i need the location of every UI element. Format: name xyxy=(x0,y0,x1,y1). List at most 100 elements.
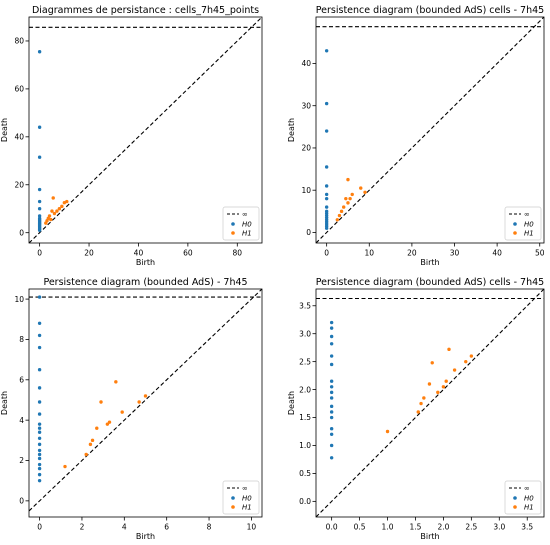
point-h1 xyxy=(84,452,88,457)
point-h0 xyxy=(37,400,42,404)
x-axis-label: Birth xyxy=(136,258,155,267)
point-h1 xyxy=(348,196,352,201)
x-axis-label: Birth xyxy=(420,258,439,267)
point-h0 xyxy=(37,478,42,483)
point-h1 xyxy=(342,205,346,209)
point-h0 xyxy=(329,456,334,460)
legend-h0-swatch xyxy=(231,222,235,226)
point-h0 xyxy=(329,354,334,358)
point-h0 xyxy=(37,214,42,218)
x-tick-label: 2 xyxy=(80,523,85,532)
point-h0 xyxy=(329,334,334,339)
point-h1 xyxy=(346,201,350,205)
point-h0 xyxy=(324,226,329,230)
point-h1 xyxy=(95,426,99,430)
point-h0 xyxy=(37,430,42,434)
point-h0 xyxy=(37,462,42,467)
chart-title: Diagrammes de persistance : cells_7h45_p… xyxy=(32,5,259,16)
y-tick-label: 20 xyxy=(14,180,24,189)
point-h0 xyxy=(37,50,42,54)
point-h1 xyxy=(63,464,67,469)
legend-h0-swatch xyxy=(231,496,235,500)
y-tick-label: 30 xyxy=(301,101,311,110)
point-h0 xyxy=(329,432,334,436)
chart-title: Persistence diagram (bounded AdS) cells … xyxy=(316,277,544,288)
y-tick-label: 2.0 xyxy=(299,385,311,394)
legend-h1-swatch xyxy=(231,231,235,235)
point-h1 xyxy=(427,382,432,386)
point-h0 xyxy=(37,466,42,471)
legend-h1-swatch xyxy=(513,505,517,509)
point-h1 xyxy=(469,354,474,358)
legend-infinity-label: ∞ xyxy=(524,211,530,219)
y-axis-label: Death xyxy=(287,391,296,415)
diagonal-line xyxy=(316,289,544,517)
point-h0 xyxy=(37,228,42,232)
legend-h1-swatch xyxy=(231,505,235,509)
chart-title: Persistence diagram (bounded AdS) - 7h45 xyxy=(43,277,247,288)
y-tick-label: 20 xyxy=(301,144,311,153)
point-h1 xyxy=(359,186,363,190)
point-h1 xyxy=(452,368,457,372)
point-h0 xyxy=(324,192,329,197)
point-h0 xyxy=(329,390,334,395)
diagonal-line xyxy=(29,289,262,512)
legend-h0-label: H0 xyxy=(524,221,534,229)
point-h1 xyxy=(105,422,110,426)
legend-box xyxy=(222,206,260,241)
chart-panel-2: Persistence diagram (bounded AdS) cells … xyxy=(287,5,545,267)
y-tick-label: 2 xyxy=(19,456,24,465)
point-h0 xyxy=(37,321,42,326)
y-tick-label: 1.5 xyxy=(299,413,311,422)
point-h0 xyxy=(329,379,334,383)
y-tick-label: 1.0 xyxy=(299,441,311,450)
x-tick-label: 20 xyxy=(84,249,94,258)
point-h1 xyxy=(416,410,420,414)
point-h0 xyxy=(329,342,334,346)
point-h1 xyxy=(137,400,141,404)
x-tick-label: 80 xyxy=(233,249,243,258)
point-h0 xyxy=(37,448,42,453)
point-h0 xyxy=(324,196,329,201)
point-h0 xyxy=(329,410,334,414)
point-h1 xyxy=(143,394,148,398)
x-tick-label: 10 xyxy=(364,249,374,258)
x-tick-label: 60 xyxy=(183,249,193,258)
point-h0 xyxy=(37,207,42,211)
x-tick-label: 0 xyxy=(37,523,42,532)
point-h0 xyxy=(37,422,42,426)
y-tick-label: 0.5 xyxy=(299,469,311,478)
legend-infinity-label: ∞ xyxy=(524,485,530,493)
point-h0 xyxy=(329,385,334,389)
point-h0 xyxy=(324,205,329,209)
plot-area xyxy=(316,17,544,243)
diagonal-line xyxy=(316,17,544,243)
point-h1 xyxy=(447,347,451,352)
point-h0 xyxy=(37,452,42,457)
point-h1 xyxy=(88,442,93,447)
point-h0 xyxy=(37,426,42,430)
point-h0 xyxy=(37,295,42,299)
legend-h1-label: H1 xyxy=(242,230,252,238)
point-h1 xyxy=(107,420,112,424)
point-h1 xyxy=(422,396,426,400)
y-tick-label: 0 xyxy=(19,228,24,237)
point-h1 xyxy=(346,177,350,182)
point-h1 xyxy=(441,385,446,389)
point-h0 xyxy=(37,436,42,441)
point-h1 xyxy=(419,401,423,406)
x-tick-label: 40 xyxy=(492,249,502,258)
point-h0 xyxy=(324,165,329,169)
legend-box xyxy=(222,480,260,515)
legend-h1-label: H1 xyxy=(524,230,534,238)
point-h1 xyxy=(363,190,367,195)
point-h1 xyxy=(90,438,95,443)
y-tick-label: 3.0 xyxy=(299,329,311,338)
point-h1 xyxy=(65,199,69,204)
point-h0 xyxy=(329,415,334,420)
x-tick-label: 6 xyxy=(164,523,169,532)
point-h0 xyxy=(329,443,334,448)
point-h0 xyxy=(329,404,334,409)
x-axis-label: Birth xyxy=(420,532,439,541)
